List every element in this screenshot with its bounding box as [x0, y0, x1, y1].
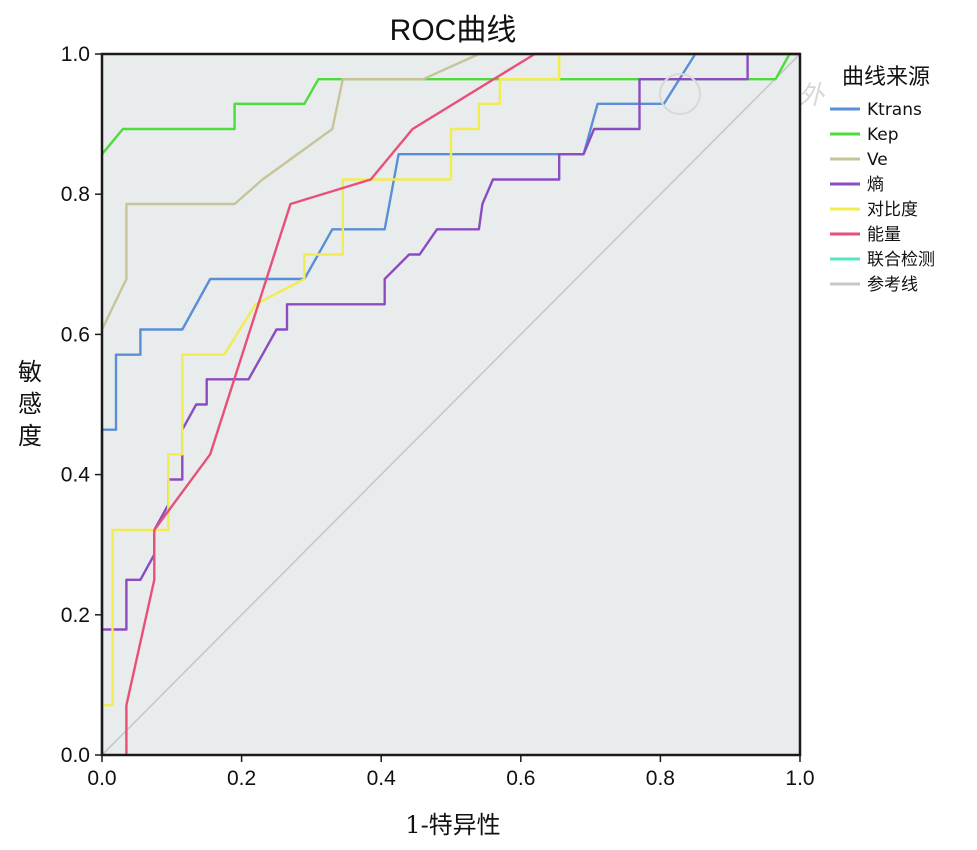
y-axis-title: 敏感度 [18, 358, 42, 450]
y-tick-label: 0.6 [61, 323, 90, 346]
legend-item: 联合检测 [867, 250, 935, 270]
y-tick-label: 0.4 [61, 464, 91, 487]
x-tick-label: 0.0 [87, 767, 116, 790]
chart-title: ROC曲线 [390, 14, 517, 47]
y-tick-label: 0.0 [61, 744, 90, 767]
x-tick-label: 0.4 [367, 767, 397, 790]
x-tick-label: 1.0 [785, 767, 814, 790]
x-tick-label: 0.6 [506, 767, 535, 790]
y-tick-label: 1.0 [61, 43, 90, 66]
y-tick-label: 0.8 [61, 183, 90, 206]
watermark-seal [659, 73, 701, 115]
legend-item: 对比度 [867, 200, 918, 220]
legend-item: Kep [867, 125, 899, 145]
x-axis: 0.0 0.2 0.4 0.6 0.8 1.0 [87, 755, 815, 790]
x-axis-title: 1-特异性 [405, 811, 500, 839]
series-line-2 [101, 52, 800, 155]
series-line-5 [102, 52, 800, 707]
series-line-4 [102, 52, 800, 631]
y-axis: 0.0 0.2 0.4 0.6 0.8 1.0 [61, 43, 102, 767]
x-tick-label: 0.8 [646, 767, 675, 790]
legend-item: 熵 [867, 175, 884, 195]
legend-title: 曲线来源 [842, 65, 930, 90]
y-tick-label: 0.2 [61, 604, 90, 627]
series-layer [100, 52, 801, 756]
plot-frame [100, 52, 802, 757]
legend-item: Ve [867, 150, 888, 170]
series-line-3 [100, 52, 800, 331]
series-line-8 [101, 53, 801, 756]
legend-item: 能量 [867, 225, 901, 245]
x-tick-label: 0.2 [227, 767, 256, 790]
legend-item: 参考线 [867, 275, 918, 295]
series-line-6 [125, 52, 800, 755]
legend-item: Ktrans [867, 100, 922, 120]
